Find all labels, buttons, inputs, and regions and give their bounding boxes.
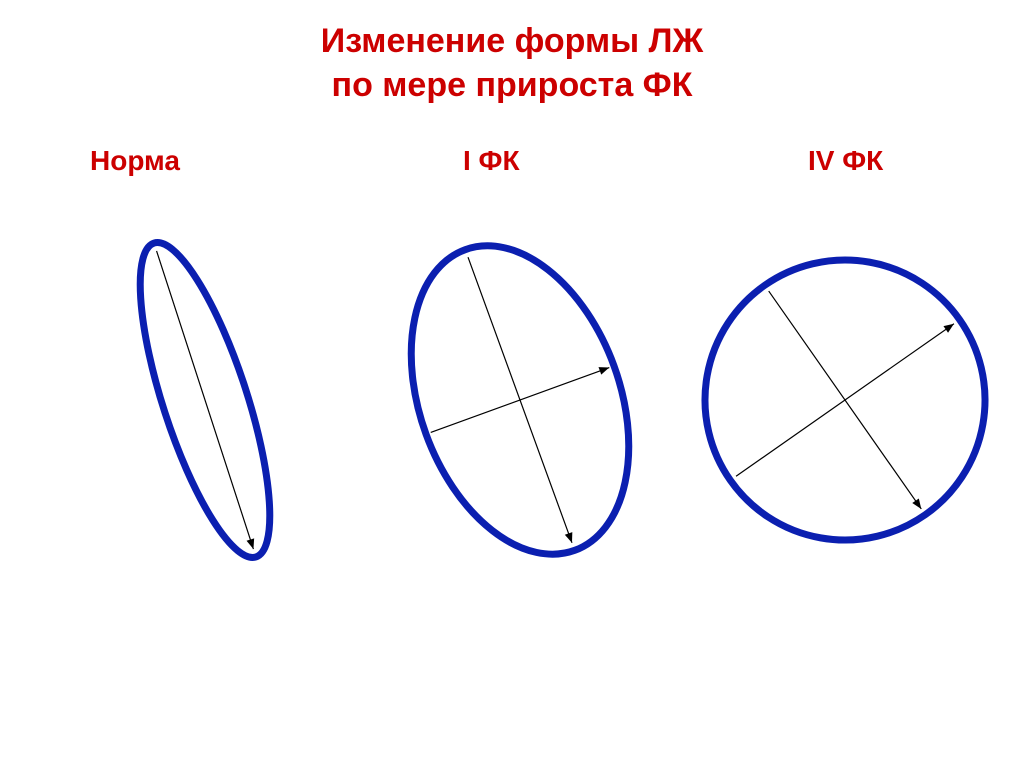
ellipse-fk4 [650,205,1024,595]
ellipse-fk1 [371,215,668,584]
ellipse-norma [114,230,296,570]
diagram-svg [0,0,1024,767]
